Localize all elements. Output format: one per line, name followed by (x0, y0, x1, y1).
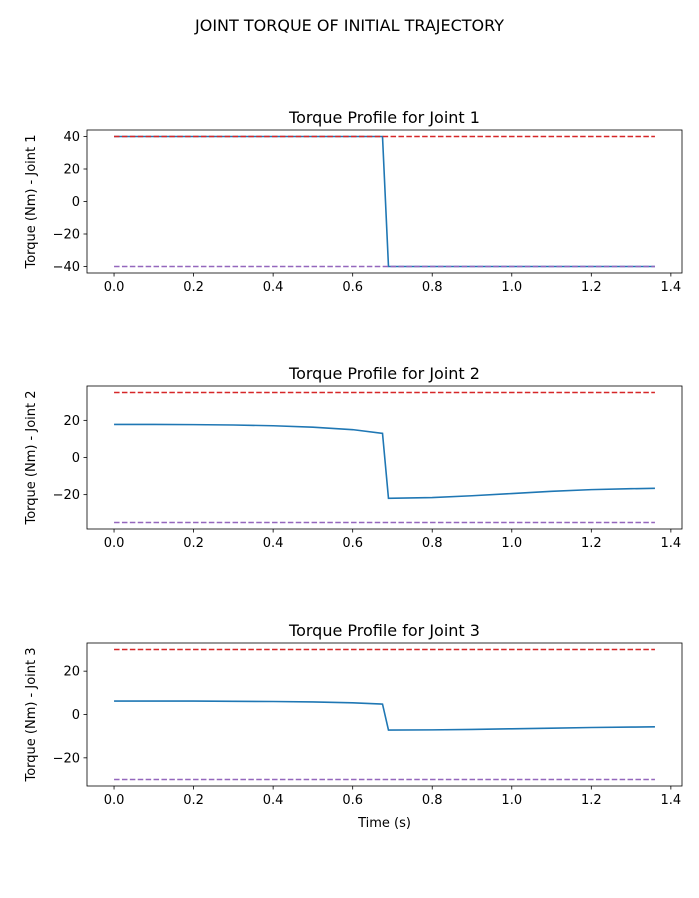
x-tick-label: 0.8 (422, 280, 443, 295)
y-tick-label: −20 (53, 228, 80, 243)
x-tick-label: 1.4 (661, 536, 682, 551)
axes-frame (86, 129, 683, 274)
x-tick-label: 1.0 (501, 536, 522, 551)
x-tick-label: 0.6 (342, 793, 363, 808)
y-tick-label: 40 (63, 130, 80, 145)
x-tick-label: 0.4 (263, 793, 284, 808)
x-tick-label: 0.8 (422, 793, 443, 808)
torque-series-line (114, 135, 655, 268)
y-tick-label: −20 (53, 751, 80, 766)
x-tick-label: 0.2 (183, 793, 204, 808)
x-tick-label: 0.8 (422, 536, 443, 551)
subplot-title: Torque Profile for Joint 3 (288, 621, 480, 640)
x-tick-label: 0.2 (183, 536, 204, 551)
y-tick-label: 20 (63, 414, 80, 429)
y-axis-label: Torque (Nm) - Joint 2 (24, 390, 39, 525)
x-tick-label: 0.4 (263, 536, 284, 551)
subplot-title: Torque Profile for Joint 2 (288, 364, 480, 383)
y-tick-label: 0 (72, 451, 80, 466)
x-tick-label: 1.4 (661, 280, 682, 295)
x-tick-label: 1.0 (501, 280, 522, 295)
x-tick-label: 0.6 (342, 536, 363, 551)
torque-series-line (114, 423, 655, 500)
x-tick-label: 0.0 (104, 793, 125, 808)
x-tick-label: 1.4 (661, 793, 682, 808)
y-axis-label: Torque (Nm) - Joint 3 (24, 647, 39, 782)
x-tick-label: 0.4 (263, 280, 284, 295)
torque-series-line (114, 700, 655, 731)
y-tick-label: −20 (53, 488, 80, 503)
subplot-3: Torque Profile for Joint 3 0.0 0.2 0.4 0.6 0.… (24, 621, 683, 831)
y-tick-label: 20 (63, 163, 80, 178)
x-tick-label: 1.2 (581, 536, 602, 551)
x-tick-label: 1.2 (581, 793, 602, 808)
x-axis-label: Time (s) (357, 816, 411, 831)
x-tick-label: 0.2 (183, 280, 204, 295)
x-tick-label: 0.0 (104, 280, 125, 295)
figure-title: JOINT TORQUE OF INITIAL TRAJECTORY (195, 16, 504, 35)
x-tick-label: 1.0 (501, 793, 522, 808)
x-tick-label: 1.2 (581, 280, 602, 295)
x-tick-label: 0.6 (342, 280, 363, 295)
subplot-title: Torque Profile for Joint 1 (288, 108, 480, 127)
y-tick-label: −40 (53, 260, 80, 275)
y-tick-label: 20 (63, 665, 80, 680)
y-tick-label: 0 (72, 708, 80, 723)
subplot-1: Torque Profile for Joint 1 0.0 0.2 0.4 0.6 0.… (24, 108, 683, 295)
subplot-2: Torque Profile for Joint 2 0.0 0.2 0.4 0.6 0.… (24, 364, 683, 551)
y-tick-label: 0 (72, 195, 80, 210)
y-axis-label: Torque (Nm) - Joint 1 (24, 134, 39, 269)
x-tick-label: 0.0 (104, 536, 125, 551)
